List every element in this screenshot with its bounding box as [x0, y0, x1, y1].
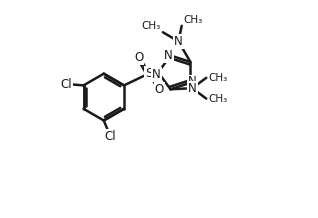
Text: CH₃: CH₃ — [142, 21, 161, 31]
Text: N: N — [174, 35, 183, 48]
Text: O: O — [155, 83, 164, 96]
Text: Cl: Cl — [61, 78, 73, 91]
Text: S: S — [145, 67, 153, 80]
Text: O: O — [134, 51, 143, 64]
Text: N: N — [152, 68, 161, 81]
Text: N: N — [188, 82, 197, 95]
Text: CH₃: CH₃ — [183, 15, 203, 25]
Text: CH₃: CH₃ — [208, 73, 227, 83]
Text: Cl: Cl — [104, 130, 116, 143]
Text: N: N — [164, 49, 173, 61]
Text: N: N — [188, 75, 197, 89]
Text: CH₃: CH₃ — [208, 94, 227, 104]
